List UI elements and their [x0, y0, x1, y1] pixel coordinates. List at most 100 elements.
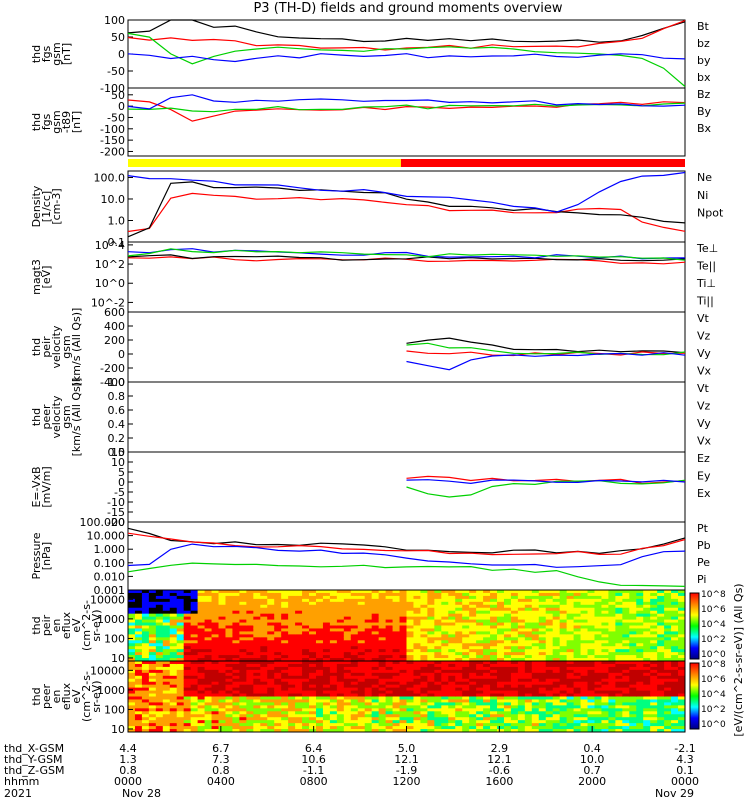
heatmap-cell — [267, 628, 275, 632]
heatmap-cell — [650, 672, 658, 677]
heatmap-cell — [211, 658, 220, 662]
heatmap-cell — [148, 690, 157, 695]
heatmap-cell — [601, 592, 609, 597]
heatmap-cell — [378, 595, 387, 600]
heatmap-cell — [469, 619, 477, 624]
heatmap-cell — [657, 604, 665, 609]
heatmap-cell — [448, 637, 456, 641]
heatmap-cell — [622, 678, 630, 683]
heatmap-cell — [371, 705, 380, 709]
heatmap-cell — [559, 610, 568, 615]
heatmap-cell — [559, 643, 568, 647]
heatmap-cell — [232, 646, 240, 650]
heatmap-cell — [406, 663, 414, 668]
heatmap-cell — [643, 658, 651, 662]
heatmap-cell — [218, 726, 226, 730]
heatmap-cell — [510, 622, 519, 626]
y-axis-label: [km/s (All Qs)] — [70, 308, 83, 387]
heatmap-cell — [510, 655, 519, 659]
heatmap-cell — [176, 628, 185, 632]
heatmap-cell — [678, 720, 686, 724]
heatmap-cell — [329, 631, 338, 635]
heatmap-cell — [455, 610, 463, 615]
heatmap-cell — [392, 655, 401, 659]
heatmap-cell — [232, 658, 240, 662]
heatmap-cell — [134, 655, 143, 659]
heatmap-cell — [434, 619, 442, 624]
heatmap-cell — [517, 696, 526, 700]
heatmap-cell — [267, 619, 275, 624]
heatmap-cell — [552, 729, 561, 733]
heatmap-cell — [615, 652, 623, 656]
heatmap-cell — [211, 604, 220, 609]
series-Te|| — [127, 254, 686, 262]
heatmap-cell — [309, 640, 317, 644]
heatmap-cell — [517, 622, 526, 626]
heatmap-cell — [281, 708, 289, 712]
heatmap-cell — [462, 678, 470, 683]
heatmap-cell — [232, 592, 240, 597]
heatmap-cell — [218, 598, 226, 603]
heatmap-cell — [664, 681, 672, 686]
heatmap-cell — [427, 699, 435, 703]
heatmap-cell — [503, 699, 512, 703]
heatmap-cell — [469, 720, 477, 724]
heatmap-cell — [469, 726, 477, 730]
heatmap-cell — [497, 622, 505, 626]
heatmap-cell — [281, 604, 289, 609]
colorbar: 10^810^610^410^210^010^810^610^410^210^0… — [689, 583, 745, 737]
heatmap-cell — [517, 643, 526, 647]
heatmap-cell — [580, 604, 589, 609]
heatmap-cell — [162, 678, 171, 683]
heatmap-cell — [517, 661, 526, 665]
heatmap-cell — [678, 708, 686, 712]
heatmap-cell — [636, 729, 644, 733]
heatmap-cell — [399, 687, 407, 692]
heatmap-cell — [629, 625, 637, 629]
heatmap-cell — [169, 598, 178, 603]
heatmap-cell — [211, 708, 220, 712]
heatmap-cell — [288, 649, 296, 653]
heatmap-cell — [503, 726, 512, 730]
heatmap-cell — [594, 613, 602, 618]
heatmap-cell — [503, 655, 512, 659]
heatmap-cell — [664, 708, 672, 712]
heatmap-cell — [246, 714, 254, 718]
heatmap-cell — [497, 726, 505, 730]
heatmap-cell — [448, 729, 456, 733]
heatmap-cell — [476, 643, 484, 647]
heatmap-cell — [559, 601, 568, 606]
heatmap-cell — [274, 708, 282, 712]
heatmap-cell — [441, 655, 449, 659]
heatmap-cell — [678, 655, 686, 659]
heatmap-cell — [128, 658, 136, 662]
heatmap-cell — [629, 622, 637, 626]
heatmap-cell — [385, 598, 394, 603]
heatmap-cell — [204, 690, 213, 695]
heatmap-cell — [253, 717, 261, 721]
heatmap-cell — [406, 637, 414, 641]
heatmap-cell — [350, 637, 359, 641]
heatmap-cell — [399, 693, 407, 697]
heatmap-cell — [162, 634, 171, 638]
heatmap-cell — [559, 631, 568, 635]
heatmap-cell — [343, 601, 352, 606]
heatmap-cell — [517, 714, 526, 718]
heatmap-cell — [441, 622, 449, 626]
heatmap-cell — [134, 714, 143, 718]
panels: 100500-50-100thdfgsgsm[nT]Btbzbybx500-50… — [30, 14, 724, 736]
heatmap-cell — [392, 652, 401, 656]
heatmap-cell — [559, 678, 568, 683]
heatmap-cell — [406, 714, 414, 718]
heatmap-cell — [490, 601, 498, 606]
heatmap-cell — [211, 705, 220, 709]
heatmap-cell — [559, 714, 568, 718]
heatmap-cell — [302, 714, 310, 718]
heatmap-cell — [176, 726, 185, 730]
y-tick-label: -20 — [107, 516, 125, 529]
heatmap-cell — [566, 661, 575, 665]
y-tick-label: -10 — [107, 496, 125, 509]
heatmap-cell — [622, 598, 630, 603]
heatmap-cell — [636, 640, 644, 644]
heatmap-cell — [309, 637, 317, 641]
